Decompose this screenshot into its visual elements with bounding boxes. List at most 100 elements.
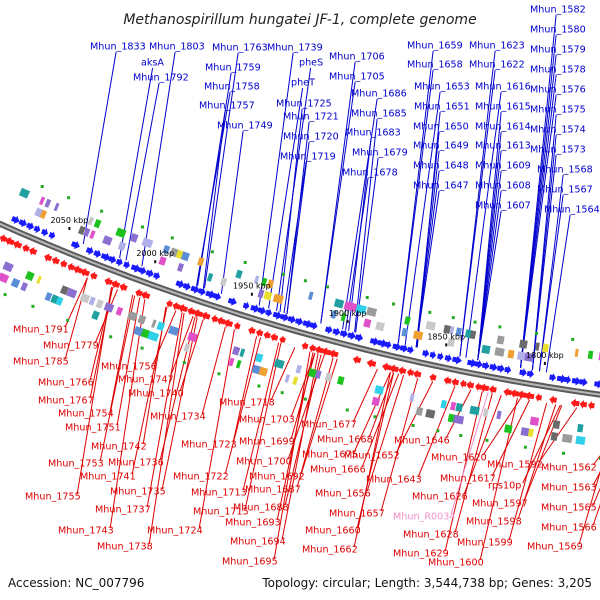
gene-label[interactable]: Mhun_1580 xyxy=(530,25,586,36)
gene-label[interactable]: Mhun_1597 xyxy=(472,499,528,510)
gene-label[interactable]: Mhun_1700 xyxy=(236,457,292,468)
gene-label[interactable]: Mhun_1759 xyxy=(205,63,261,74)
gene-label[interactable]: Mhun_1715 xyxy=(193,507,249,518)
gene-label[interactable]: Mhun_1693 xyxy=(225,518,281,529)
gene-label[interactable]: Mhun_1614 xyxy=(475,122,531,133)
gene-label[interactable]: Mhun_1766 xyxy=(38,378,94,389)
gene-label[interactable]: Mhun_1792 xyxy=(133,73,189,84)
gene-label[interactable]: Mhun_1668 xyxy=(317,435,373,446)
gene-label[interactable]: Mhun_1675 xyxy=(302,450,358,461)
gene-label[interactable]: Mhun_1754 xyxy=(58,409,114,420)
gene-label[interactable]: Mhun_1653 xyxy=(414,82,470,93)
gene-label[interactable]: Mhun_1592 xyxy=(487,460,543,471)
gene-label[interactable]: Mhun_1613 xyxy=(475,141,531,152)
gene-label[interactable]: Mhun_1719 xyxy=(280,152,336,163)
gene-label[interactable]: Mhun_1755 xyxy=(25,492,81,503)
gene-label[interactable]: Mhun_1734 xyxy=(150,412,206,423)
gene-label[interactable]: Mhun_1562 xyxy=(541,463,597,474)
gene-label[interactable]: Mhun_1628 xyxy=(403,530,459,541)
gene-label[interactable]: Mhun_1735 xyxy=(110,487,166,498)
gene-label[interactable]: Mhun_1649 xyxy=(413,141,469,152)
gene-label[interactable]: Mhun_1833 xyxy=(90,42,146,53)
gene-label[interactable]: Mhun_1652 xyxy=(344,451,400,462)
gene-label[interactable]: Mhun_1578 xyxy=(530,65,586,76)
gene-label[interactable]: Mhun_1622 xyxy=(469,60,525,71)
gene-label[interactable]: Mhun_1686 xyxy=(351,89,407,100)
gene-label[interactable]: Mhun_1599 xyxy=(457,538,513,549)
gene-label[interactable]: Mhun_1567 xyxy=(537,185,593,196)
gene-label[interactable]: Mhun_1767 xyxy=(38,396,94,407)
gene-label[interactable]: Mhun_1739 xyxy=(267,43,323,54)
gene-label[interactable]: Mhun_1566 xyxy=(541,523,597,534)
gene-label[interactable]: Mhun_1666 xyxy=(310,465,366,476)
gene-label[interactable]: Mhun_1705 xyxy=(329,72,385,83)
gene-label[interactable]: Mhun_1699 xyxy=(239,437,295,448)
gene-label[interactable]: Mhun_1737 xyxy=(95,505,151,516)
gene-label[interactable]: Mhun_1657 xyxy=(329,509,385,520)
gene-label[interactable]: Mhun_1662 xyxy=(302,545,358,556)
gene-label[interactable]: Mhun_1573 xyxy=(530,145,586,156)
gene-label[interactable]: Mhun_1677 xyxy=(301,420,357,431)
gene-label[interactable]: rps10p xyxy=(488,481,521,492)
gene-label[interactable]: Mhun_1724 xyxy=(147,526,203,537)
gene-label[interactable]: Mhun_1713 xyxy=(191,488,247,499)
gene-label[interactable]: Mhun_1651 xyxy=(414,102,470,113)
gene-label[interactable]: Mhun_1751 xyxy=(65,423,121,434)
gene-label[interactable]: Mhun_1600 xyxy=(428,558,484,569)
gene-label[interactable]: Mhun_1723 xyxy=(181,440,237,451)
gene-label[interactable]: Mhun_1679 xyxy=(352,148,408,159)
gene-label[interactable]: Mhun_1692 xyxy=(249,472,305,483)
gene-label[interactable]: Mhun_1763 xyxy=(212,43,268,54)
gene-label[interactable]: Mhun_1643 xyxy=(366,475,422,486)
gene-label[interactable]: Mhun_1688 xyxy=(233,503,289,514)
gene-label[interactable]: Mhun_1608 xyxy=(475,181,531,192)
gene-label[interactable]: Mhun_1607 xyxy=(475,201,531,212)
gene-label[interactable]: Mhun_1756 xyxy=(101,362,157,373)
gene-label[interactable]: Mhun_1575 xyxy=(530,105,586,116)
gene-label[interactable]: Mhun_1740 xyxy=(128,389,184,400)
gene-label[interactable]: Mhun_1695 xyxy=(222,557,278,568)
gene-label[interactable]: Mhun_1568 xyxy=(537,165,593,176)
gene-label[interactable]: Mhun_1678 xyxy=(342,168,398,179)
gene-label[interactable]: Mhun_1758 xyxy=(204,82,260,93)
gene-label[interactable]: Mhun_1646 xyxy=(394,436,450,447)
gene-label[interactable]: Mhun_1743 xyxy=(58,526,114,537)
gene-label[interactable]: Mhun_1741 xyxy=(80,472,136,483)
gene-label[interactable]: Mhun_1747 xyxy=(118,375,174,386)
gene-label[interactable]: Mhun_1683 xyxy=(345,128,401,139)
gene-label[interactable]: Mhun_1617 xyxy=(440,474,496,485)
gene-label[interactable]: Mhun_1721 xyxy=(283,112,339,123)
gene-label[interactable]: pheT xyxy=(291,78,315,89)
gene-label[interactable]: Mhun_1706 xyxy=(329,52,385,63)
gene-label[interactable]: Mhun_1659 xyxy=(407,41,463,52)
gene-label[interactable]: Mhun_1785 xyxy=(13,357,69,368)
gene-label[interactable]: Mhun_1569 xyxy=(527,542,583,553)
gene-label[interactable]: Mhun_1620 xyxy=(431,453,487,464)
gene-label[interactable]: Mhun_1616 xyxy=(475,82,531,93)
gene-label[interactable]: Mhun_1656 xyxy=(315,489,371,500)
gene-label[interactable]: Mhun_1738 xyxy=(97,542,153,553)
gene-label[interactable]: Mhun_1757 xyxy=(199,101,255,112)
gene-label[interactable]: Mhun_1660 xyxy=(305,526,361,537)
gene-label[interactable]: pheS xyxy=(299,58,323,69)
gene-label[interactable]: Mhun_1609 xyxy=(475,161,531,172)
gene-label[interactable]: Mhun_1563 xyxy=(541,483,597,494)
gene-label[interactable]: Mhun_1725 xyxy=(276,99,332,110)
gene-label[interactable]: Mhun_1718 xyxy=(219,398,275,409)
gene-label[interactable]: Mhun_1650 xyxy=(413,122,469,133)
gene-label[interactable]: Mhun_1753 xyxy=(48,459,104,470)
gene-label[interactable]: Mhun_1736 xyxy=(108,458,164,469)
gene-label[interactable]: Mhun_1791 xyxy=(13,325,69,336)
gene-label[interactable]: Mhun_1579 xyxy=(530,45,586,56)
gene-label[interactable]: Mhun_1658 xyxy=(407,60,463,71)
gene-label[interactable]: Mhun_1626 xyxy=(412,492,468,503)
gene-label[interactable]: Mhun_1576 xyxy=(530,85,586,96)
gene-label[interactable]: Mhun_1574 xyxy=(530,125,586,136)
gene-label[interactable]: Mhun_1720 xyxy=(283,132,339,143)
gene-label[interactable]: Mhun_1687 xyxy=(245,485,301,496)
gene-label[interactable]: Mhun_1647 xyxy=(413,181,469,192)
gene-label[interactable]: Mhun_1623 xyxy=(469,41,525,52)
gene-label[interactable]: Mhun_1598 xyxy=(466,517,522,528)
gene-label[interactable]: Mhun_1722 xyxy=(173,472,229,483)
gene-label[interactable]: aksA xyxy=(141,58,164,69)
